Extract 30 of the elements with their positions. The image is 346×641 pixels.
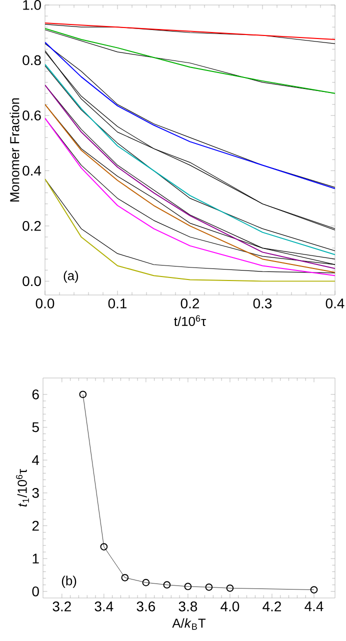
x-tick-label: 0.1 <box>108 298 127 308</box>
y-tick-label: 3 <box>32 488 39 498</box>
y-tick-label: 0.8 <box>22 55 41 66</box>
x-tick-label: 3.4 <box>94 602 114 612</box>
x-tick-label: 4.0 <box>220 602 240 612</box>
x-tick-label: 3.6 <box>136 602 156 612</box>
y-tick-label: 1 <box>32 554 39 564</box>
annotation: (a) <box>64 270 78 283</box>
y-tick-label: 0 <box>32 586 39 596</box>
y-tick-label: 5 <box>32 422 39 432</box>
x-axis-title: A/k$_{B}$T <box>172 618 206 630</box>
y-axis-title: Monomer Fraction <box>10 98 20 202</box>
y-tick-label: 4 <box>32 455 40 465</box>
y-axis-title: t$_{1}$/10$^{6}$τ <box>16 468 29 507</box>
y-tick-label: 2 <box>32 520 39 531</box>
y-tick-label: 0.6 <box>22 110 41 120</box>
annotation: (b) <box>62 576 76 588</box>
y-tick-label: 0.2 <box>22 221 41 231</box>
x-tick-label: 0.4 <box>326 298 344 308</box>
x-tick-label: 0.2 <box>180 298 199 308</box>
y-tick-label: 0.0 <box>22 276 41 286</box>
y-tick-label: 1.0 <box>23 0 41 10</box>
x-tick-label: 0.3 <box>253 298 272 308</box>
x-tick-label: 4.2 <box>262 602 281 612</box>
y-tick-label: 6 <box>32 389 39 400</box>
x-axis-title: t/10$^{6}$τ <box>174 315 206 326</box>
x-tick-label: 4.4 <box>304 602 324 612</box>
x-tick-label: 3.8 <box>178 602 198 612</box>
x-tick-label: 3.2 <box>52 602 71 612</box>
y-tick-label: 0.4 <box>22 166 42 176</box>
